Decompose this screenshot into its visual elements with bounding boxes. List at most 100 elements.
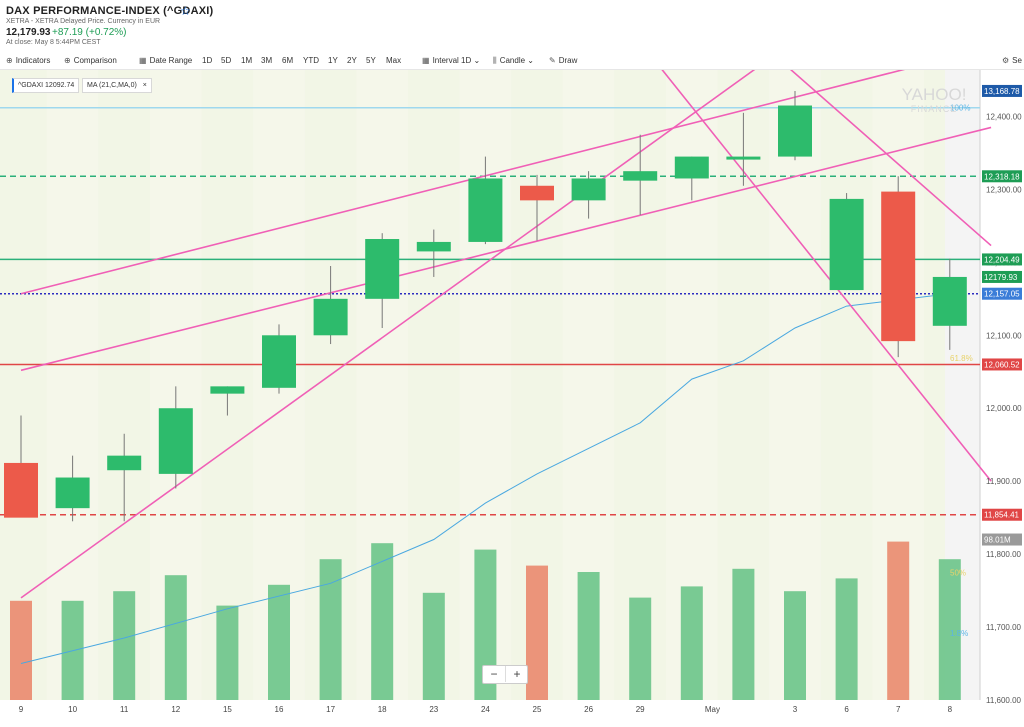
interval-button[interactable]: ▦ Interval 1D ⌄ bbox=[422, 56, 480, 65]
price-tick-label: 11,600.00 bbox=[986, 696, 1022, 705]
candle-body bbox=[726, 156, 761, 160]
fib-labels: 100% 61.8% 50% 1.8% bbox=[950, 104, 973, 638]
range-2y[interactable]: 2Y bbox=[347, 56, 357, 65]
interval-value: 1D bbox=[461, 56, 472, 65]
range-1d[interactable]: 1D bbox=[202, 56, 213, 65]
volume-bar bbox=[422, 592, 445, 700]
pencil-icon: ✎ bbox=[549, 56, 556, 65]
date-tick-label: 10 bbox=[68, 705, 77, 714]
price-tag-label: 98.01M bbox=[984, 536, 1011, 545]
date-range-button[interactable]: ▦ Date Range bbox=[139, 56, 192, 65]
range-ytd[interactable]: YTD bbox=[303, 56, 319, 65]
price-tick-label: 12,400.00 bbox=[986, 112, 1022, 121]
range-5d[interactable]: 5D bbox=[221, 56, 232, 65]
column-band bbox=[0, 70, 47, 700]
price-chart[interactable]: 100% 61.8% 50% 1.8% 12,400.00 12,300.00 12,20… bbox=[0, 70, 1024, 727]
candle-label: Candle bbox=[499, 56, 526, 65]
trend-line bbox=[20, 70, 906, 295]
candle-body bbox=[932, 276, 967, 326]
date-tick-label: 8 bbox=[948, 705, 953, 714]
range-5y[interactable]: 5Y bbox=[366, 56, 376, 65]
range-6m[interactable]: 6M bbox=[282, 56, 294, 65]
zoom-control: − + bbox=[482, 665, 528, 684]
date-tick-label: 12 bbox=[171, 705, 180, 714]
candles bbox=[4, 90, 967, 522]
current-price: 12,179.93 bbox=[6, 27, 51, 38]
date-tick-label: 15 bbox=[223, 705, 232, 714]
price-tick-label: 12,000.00 bbox=[986, 404, 1022, 413]
date-tick-label: 11 bbox=[120, 705, 129, 714]
volume-bar bbox=[680, 586, 703, 700]
price-tag-label: 12,318.18 bbox=[984, 172, 1020, 181]
candle-body bbox=[468, 178, 503, 242]
draw-button[interactable]: ✎ Draw bbox=[549, 56, 577, 65]
star-icon[interactable]: ☆ bbox=[180, 4, 191, 18]
volume-bar bbox=[164, 575, 187, 700]
candle-body bbox=[623, 171, 658, 181]
date-tick-label: 29 bbox=[636, 705, 645, 714]
volume-bars bbox=[10, 541, 961, 700]
volume-bar bbox=[10, 600, 32, 700]
interval-label: Interval bbox=[432, 56, 459, 65]
candle-body bbox=[674, 156, 709, 179]
candle-body bbox=[416, 241, 451, 252]
watermark-line2: FINANCE bbox=[911, 104, 958, 114]
price-tag-box bbox=[982, 358, 1022, 371]
range-1m[interactable]: 1M bbox=[241, 56, 253, 65]
close-icon[interactable]: × bbox=[142, 82, 147, 89]
candle-body bbox=[571, 178, 606, 201]
watermark-line1: YAHOO! bbox=[902, 85, 967, 104]
ma-legend[interactable]: MA (21,C,MA,0) × bbox=[82, 78, 152, 93]
candle-button[interactable]: ⫼ Candle ⌄ bbox=[493, 56, 534, 66]
date-tick-label: 17 bbox=[326, 705, 335, 714]
zoom-out-button[interactable]: − bbox=[490, 667, 498, 681]
trend-line bbox=[20, 70, 756, 599]
date-tick-label: 16 bbox=[275, 705, 284, 714]
indicators-label: Indicators bbox=[15, 56, 51, 65]
price-tags: 13,168.78 12,318.18 12,204.49 12179.93 12,15… bbox=[982, 84, 1022, 546]
exchange-subtitle: XETRA - XETRA Delayed Price. Currency in… bbox=[6, 18, 161, 25]
chevron-down-icon: ⌄ bbox=[525, 56, 534, 65]
indicators-button[interactable]: ⊕ Indicators bbox=[6, 56, 50, 65]
column-band bbox=[46, 70, 99, 700]
candle-body bbox=[313, 298, 348, 336]
price-tag-box bbox=[982, 508, 1022, 521]
price-tag-box bbox=[982, 270, 1022, 283]
price-tag-label: 11,854.41 bbox=[984, 511, 1020, 520]
date-tick-label: 23 bbox=[429, 705, 438, 714]
legend-symbol-value: 12092.74 bbox=[45, 82, 75, 89]
range-max[interactable]: Max bbox=[386, 56, 402, 65]
legend-symbol: ^GDAXI bbox=[18, 82, 44, 89]
candle-body bbox=[365, 239, 400, 299]
settings-button[interactable]: ⚙ Se bbox=[1002, 56, 1022, 65]
comparison-label: Comparison bbox=[73, 56, 117, 65]
range-3m[interactable]: 3M bbox=[261, 56, 273, 65]
range-1y[interactable]: 1Y bbox=[328, 56, 338, 65]
price-tag-box bbox=[982, 170, 1022, 183]
trend-line bbox=[661, 70, 992, 482]
horizontal-levels bbox=[0, 106, 980, 516]
symbol-legend[interactable]: ^GDAXI 12092.74 bbox=[12, 78, 80, 93]
date-tick-label: 9 bbox=[19, 705, 24, 714]
date-tick-label: 7 bbox=[896, 705, 901, 714]
price-tag-label: 12,204.49 bbox=[984, 255, 1020, 264]
quote-header: DAX PERFORMANCE-INDEX (^GDAXI) ☆ XETRA -… bbox=[0, 0, 1024, 50]
date-tick-label: May bbox=[705, 705, 720, 714]
comparison-button[interactable]: ⊕ Comparison bbox=[64, 56, 117, 65]
volume-bar bbox=[784, 591, 806, 700]
price-tick-label: 11,800.00 bbox=[986, 550, 1022, 559]
trend-lines bbox=[20, 70, 992, 599]
volume-bar bbox=[887, 541, 910, 700]
volume-bar bbox=[629, 597, 652, 700]
zoom-in-button[interactable]: + bbox=[505, 666, 528, 682]
price-tag-box bbox=[982, 253, 1022, 266]
price-change: +87.19 (+0.72%) bbox=[52, 27, 127, 38]
fib-label: 1.8% bbox=[950, 629, 968, 638]
volume-bar bbox=[835, 578, 858, 700]
date-tick-label: 26 bbox=[584, 705, 593, 714]
candle-body bbox=[881, 191, 916, 342]
volume-bar bbox=[268, 584, 290, 700]
candle-body bbox=[520, 185, 554, 201]
volume-bar bbox=[319, 559, 342, 700]
price-axis: 12,400.0012,300.0012,200.0012,100.0012,0… bbox=[986, 112, 1022, 705]
